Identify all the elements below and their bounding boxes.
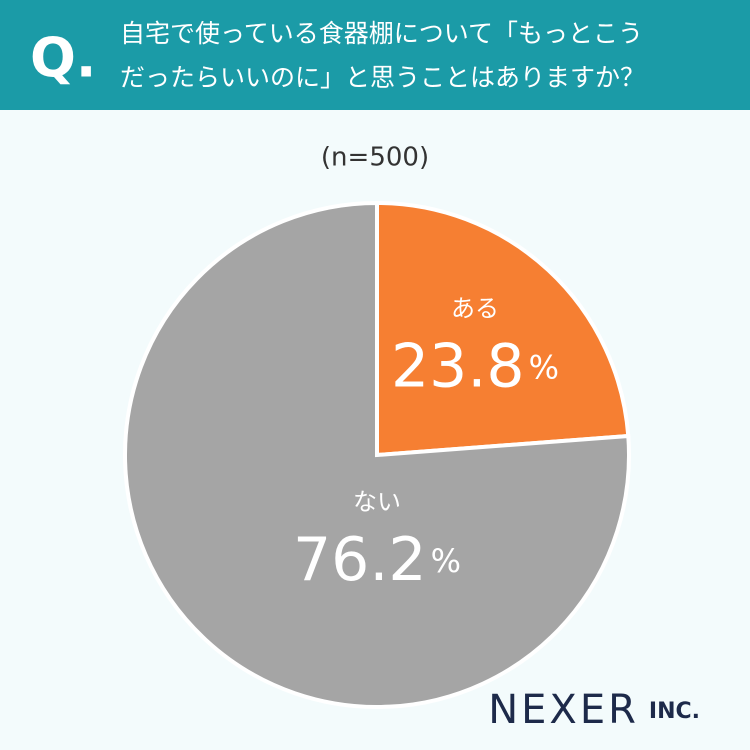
value-number: 23.8 [391,331,525,401]
pie-slice [123,200,631,709]
logo-suffix: INC. [649,699,700,724]
logo-name: NEXER [488,687,639,733]
value-unit: % [431,542,461,580]
slice-label: ない [353,488,401,516]
header-bar [0,0,750,110]
labels: ある 23.8 % ない 76.2% [293,294,559,594]
pie [123,200,631,709]
question-line: だったらいいのに」と思うことはありますか？ [120,63,645,92]
value-number: 76.2 [293,525,427,595]
slice-value: 76.2% [293,525,461,595]
slice-value: 23.8% [391,331,559,401]
question-marker: Q. [30,27,96,90]
value-unit: % [529,348,559,386]
slice-label: ある [451,294,499,322]
pie-slice [375,200,631,458]
question-line: 自宅で使っている食器棚について「もっとこう [120,19,643,48]
logo: NEXER INC. [488,687,700,733]
subtitle: (n=500) [321,143,429,173]
